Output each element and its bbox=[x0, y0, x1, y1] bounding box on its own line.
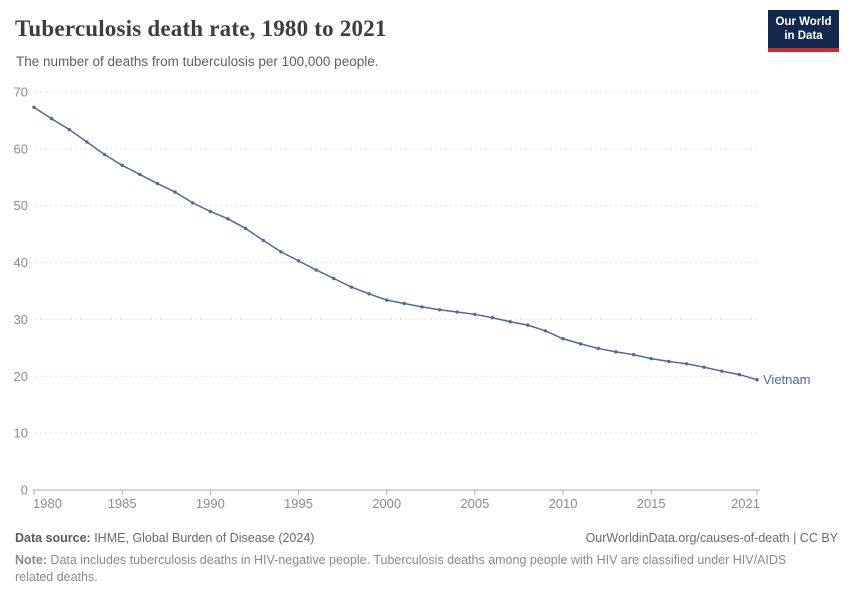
data-point[interactable] bbox=[349, 285, 354, 289]
data-point[interactable] bbox=[737, 372, 742, 377]
data-point[interactable] bbox=[120, 163, 124, 168]
data-point[interactable] bbox=[85, 140, 89, 144]
data-point[interactable] bbox=[437, 308, 442, 312]
data-point[interactable] bbox=[279, 250, 283, 254]
data-point[interactable] bbox=[384, 298, 389, 302]
note-value: Data includes tuberculosis deaths in HIV… bbox=[15, 553, 787, 584]
x-axis-tick-label: 1995 bbox=[284, 496, 313, 511]
note-line: Note: Data includes tuberculosis deaths … bbox=[15, 552, 805, 586]
x-axis-tick-label: 2015 bbox=[637, 496, 666, 511]
data-point[interactable] bbox=[49, 117, 54, 121]
data-point[interactable] bbox=[561, 337, 565, 341]
data-point[interactable] bbox=[155, 181, 160, 186]
x-axis-tick-label: 1990 bbox=[196, 496, 225, 511]
x-axis-tick-label: 1985 bbox=[108, 496, 137, 511]
data-point[interactable] bbox=[191, 201, 195, 205]
data-point[interactable] bbox=[208, 209, 213, 214]
data-point[interactable] bbox=[667, 359, 671, 364]
data-point[interactable] bbox=[473, 312, 477, 317]
data-point[interactable] bbox=[173, 190, 177, 194]
data-point[interactable] bbox=[614, 350, 618, 354]
data-point[interactable] bbox=[102, 152, 107, 157]
chart-subtitle: The number of deaths from tuberculosis p… bbox=[16, 54, 379, 69]
data-point[interactable] bbox=[543, 329, 548, 333]
data-source-value: IHME, Global Burden of Disease (2024) bbox=[90, 531, 315, 545]
data-point[interactable] bbox=[578, 342, 583, 346]
attribution-link[interactable]: OurWorldinData.org/causes-of-death | CC … bbox=[585, 531, 838, 545]
y-axis-tick-label: 60 bbox=[14, 141, 28, 156]
data-point[interactable] bbox=[490, 316, 495, 320]
y-axis-tick-label: 40 bbox=[14, 255, 28, 270]
y-axis-tick-label: 0 bbox=[21, 483, 28, 498]
data-source-label: Data source: bbox=[15, 531, 91, 545]
data-point[interactable] bbox=[649, 356, 653, 361]
chart-footer: Data source: IHME, Global Burden of Dise… bbox=[15, 531, 838, 586]
data-point[interactable] bbox=[332, 276, 336, 281]
data-point[interactable] bbox=[420, 305, 424, 309]
data-point[interactable] bbox=[755, 377, 759, 382]
data-point[interactable] bbox=[296, 259, 301, 263]
x-axis-tick-label: 2005 bbox=[460, 496, 489, 511]
data-point[interactable] bbox=[243, 226, 248, 231]
data-point[interactable] bbox=[526, 323, 530, 327]
x-axis-tick-label: 2000 bbox=[372, 496, 401, 511]
owid-logo[interactable]: Our World in Data bbox=[768, 10, 839, 52]
data-point[interactable] bbox=[314, 268, 318, 272]
y-axis-tick-label: 70 bbox=[14, 85, 28, 100]
data-point[interactable] bbox=[261, 238, 265, 243]
chart-title: Tuberculosis death rate, 1980 to 2021 bbox=[15, 16, 387, 41]
data-point[interactable] bbox=[367, 292, 371, 296]
y-axis-tick-label: 20 bbox=[14, 369, 28, 384]
y-axis-tick-label: 50 bbox=[14, 198, 28, 213]
data-point[interactable] bbox=[455, 310, 459, 314]
data-point[interactable] bbox=[402, 301, 407, 306]
data-point[interactable] bbox=[67, 127, 71, 132]
x-axis-tick-label: 2021 bbox=[731, 496, 760, 511]
data-point[interactable] bbox=[32, 105, 36, 110]
data-source-line: Data source: IHME, Global Burden of Dise… bbox=[15, 531, 314, 545]
data-point[interactable] bbox=[138, 172, 142, 177]
owid-logo-line1: Our World bbox=[775, 16, 832, 28]
data-point[interactable] bbox=[720, 369, 724, 373]
vietnam-line[interactable] bbox=[33, 106, 758, 381]
data-point[interactable] bbox=[508, 320, 512, 324]
data-point[interactable] bbox=[631, 352, 636, 357]
y-axis-tick-label: 10 bbox=[14, 426, 28, 441]
data-point[interactable] bbox=[684, 362, 689, 366]
series-end-label[interactable]: Vietnam bbox=[763, 372, 810, 387]
x-axis-tick-label: 2010 bbox=[549, 496, 578, 511]
data-point[interactable] bbox=[596, 346, 600, 351]
data-point[interactable] bbox=[702, 365, 706, 369]
owid-logo-line2: in Data bbox=[784, 30, 823, 42]
y-axis-tick-label: 30 bbox=[14, 312, 28, 327]
note-label: Note: bbox=[15, 553, 47, 567]
data-point[interactable] bbox=[226, 217, 230, 221]
x-axis-tick-label: 1980 bbox=[33, 496, 62, 511]
